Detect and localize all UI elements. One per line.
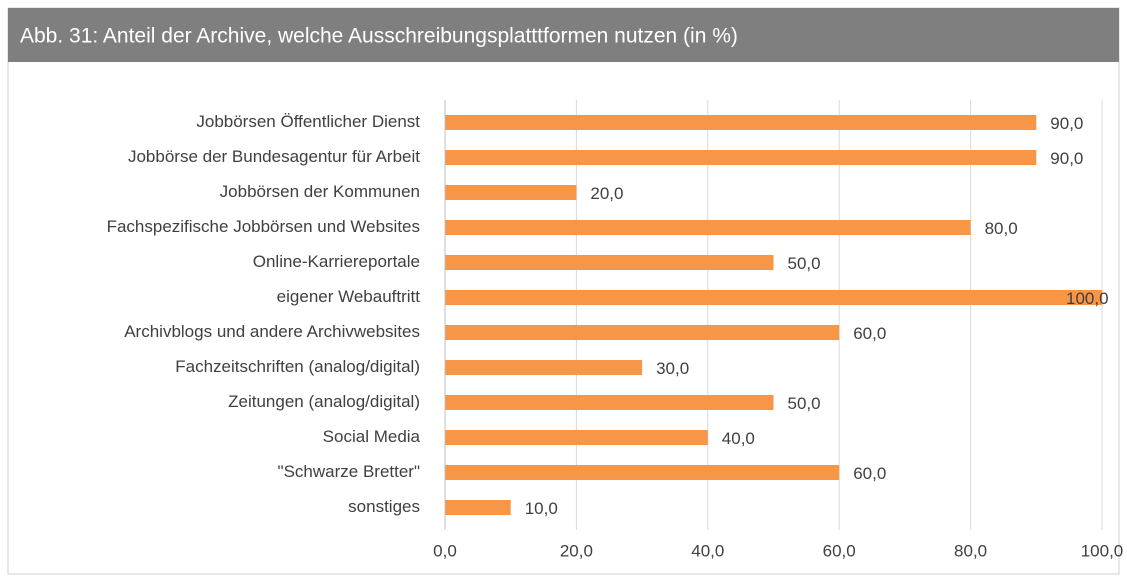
x-tick-label: 80,0 [954,541,987,560]
x-tick-label: 100,0 [1081,541,1124,560]
x-tick-label: 20,0 [560,541,593,560]
bar [445,395,774,410]
title-bar [8,8,1119,62]
data-label: 90,0 [1050,114,1083,133]
bar [445,360,643,375]
bar [445,500,511,515]
bar [445,290,1102,305]
y-tick-label: sonstiges [348,497,420,516]
data-label: 20,0 [590,184,623,203]
chart-title: Abb. 31: Anteil der Archive, welche Auss… [20,25,738,48]
data-label: 60,0 [853,464,886,483]
data-label: 80,0 [985,219,1018,238]
bar [445,220,971,235]
y-tick-label: Zeitungen (analog/digital) [228,392,420,411]
bar [445,325,840,340]
data-label: 60,0 [853,324,886,343]
bar [445,115,1037,130]
y-tick-label: Online-Karriereportale [253,252,420,271]
bar [445,150,1037,165]
y-tick-label: Fachzeitschriften (analog/digital) [175,357,420,376]
data-label: 90,0 [1050,149,1083,168]
data-label: 30,0 [656,359,689,378]
y-tick-label: Archivblogs und andere Archivwebsites [124,322,420,341]
y-tick-label: Jobbörse der Bundesagentur für Arbeit [128,147,420,166]
bar [445,465,840,480]
data-label: 10,0 [525,499,558,518]
x-tick-label: 60,0 [823,541,856,560]
data-label: 100,0 [1066,289,1109,308]
bar [445,255,774,270]
y-tick-label: Social Media [323,427,421,446]
data-label: 50,0 [788,394,821,413]
x-tick-label: 0,0 [433,541,457,560]
x-tick-label: 40,0 [691,541,724,560]
bar [445,430,708,445]
y-tick-label: eigener Webauftritt [277,287,421,306]
y-tick-label: "Schwarze Bretter" [278,462,420,481]
y-tick-label: Fachspezifische Jobbörsen und Websites [107,217,420,236]
y-tick-label: Jobbörsen Öffentlicher Dienst [196,112,420,131]
data-label: 40,0 [722,429,755,448]
bar [445,185,577,200]
data-label: 50,0 [788,254,821,273]
y-tick-label: Jobbörsen der Kommunen [220,182,420,201]
